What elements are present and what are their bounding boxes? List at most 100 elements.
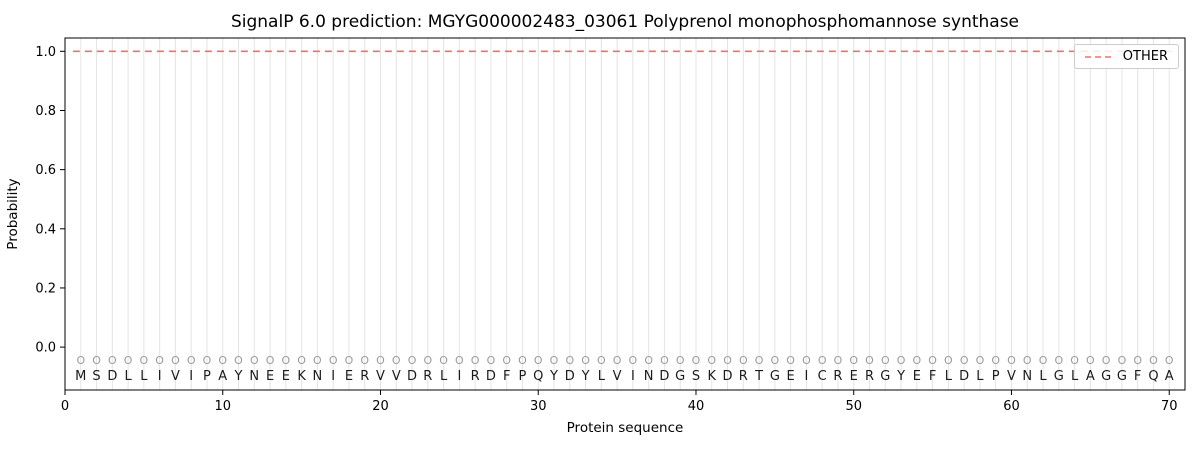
sequence-letter: D xyxy=(659,369,669,384)
x-tick-label: 70 xyxy=(1161,399,1178,414)
sequence-letter: I xyxy=(631,369,635,384)
position-marker: O xyxy=(818,354,827,367)
sequence-letter: M xyxy=(75,369,86,384)
position-marker: O xyxy=(644,354,653,367)
sequence-letter: E xyxy=(266,369,274,384)
position-marker: O xyxy=(960,354,969,367)
sequence-letter: G xyxy=(1101,369,1111,384)
position-marker: O xyxy=(897,354,906,367)
position-marker: O xyxy=(550,354,559,367)
y-tick-label: 0.0 xyxy=(35,341,56,356)
position-marker: O xyxy=(92,354,101,367)
position-marker: O xyxy=(345,354,354,367)
position-marker: O xyxy=(755,354,764,367)
position-marker: O xyxy=(1023,354,1032,367)
sequence-letter: R xyxy=(865,369,874,384)
position-marker: O xyxy=(660,354,669,367)
sequence-letter: P xyxy=(203,369,211,384)
sequence-letter: N xyxy=(1022,369,1032,384)
position-marker: O xyxy=(487,354,496,367)
sequence-letter: Q xyxy=(533,369,543,384)
y-tick-label: 0.4 xyxy=(35,222,56,237)
position-marker: O xyxy=(912,354,921,367)
sequence-letter: R xyxy=(471,369,480,384)
sequence-letter: V xyxy=(376,369,385,384)
position-marker: O xyxy=(297,354,306,367)
chart-title: SignalP 6.0 prediction: MGYG000002483_03… xyxy=(231,12,1019,32)
sequence-letter: G xyxy=(770,369,780,384)
position-marker: O xyxy=(1165,354,1174,367)
position-marker: O xyxy=(1039,354,1048,367)
y-tick-label: 1.0 xyxy=(35,45,56,60)
y-tick-label: 0.6 xyxy=(35,163,56,178)
position-marker: O xyxy=(234,354,243,367)
sequence-letter: I xyxy=(804,369,808,384)
sequence-letter: I xyxy=(158,369,162,384)
position-marker: O xyxy=(218,354,227,367)
sequence-letter: L xyxy=(945,369,953,384)
position-marker: O xyxy=(124,354,133,367)
position-marker: O xyxy=(455,354,464,367)
position-marker: O xyxy=(155,354,164,367)
sequence-letter: Y xyxy=(234,369,243,384)
sequence-letter: Q xyxy=(1148,369,1158,384)
position-marker: O xyxy=(597,354,606,367)
position-marker: O xyxy=(865,354,874,367)
sequence-letter: G xyxy=(1117,369,1127,384)
position-marker: O xyxy=(282,354,291,367)
position-marker: O xyxy=(834,354,843,367)
position-marker: O xyxy=(786,354,795,367)
sequence-letter: F xyxy=(929,369,936,384)
legend-dash-icon xyxy=(1084,55,1113,58)
sequence-letter: L xyxy=(124,369,132,384)
sequence-letter: D xyxy=(565,369,575,384)
position-marker: O xyxy=(1102,354,1111,367)
x-tick-label: 10 xyxy=(214,399,231,414)
sequence-letter: L xyxy=(976,369,984,384)
position-marker: O xyxy=(1086,354,1095,367)
sequence-letter: G xyxy=(1054,369,1064,384)
sequence-letter: K xyxy=(297,369,306,384)
legend: OTHER xyxy=(1073,44,1179,69)
position-marker: O xyxy=(471,354,480,367)
sequence-letter: A xyxy=(218,369,227,384)
position-marker: O xyxy=(502,354,511,367)
y-tick-label: 0.2 xyxy=(35,281,56,296)
sequence-letter: G xyxy=(880,369,890,384)
sequence-letter: L xyxy=(1039,369,1047,384)
sequence-letter: A xyxy=(1086,369,1095,384)
sequence-letter: V xyxy=(171,369,180,384)
sequence-letter: I xyxy=(457,369,461,384)
position-marker: O xyxy=(1149,354,1158,367)
sequence-letter: F xyxy=(1134,369,1141,384)
position-marker: O xyxy=(928,354,937,367)
position-marker: O xyxy=(423,354,432,367)
sequence-letter: S xyxy=(692,369,700,384)
position-marker: O xyxy=(76,354,85,367)
x-axis-label: Protein sequence xyxy=(567,420,684,436)
sequence-letter: D xyxy=(486,369,496,384)
x-tick-label: 30 xyxy=(530,399,547,414)
position-marker: O xyxy=(376,354,385,367)
y-axis-label: Probability xyxy=(5,178,21,249)
sequence-letter: P xyxy=(992,369,1000,384)
sequence-letter: F xyxy=(503,369,510,384)
sequence-letter: Y xyxy=(896,369,905,384)
position-marker: O xyxy=(739,354,748,367)
sequence-letter: S xyxy=(92,369,100,384)
position-marker: O xyxy=(392,354,401,367)
sequence-letter: E xyxy=(345,369,353,384)
position-marker: O xyxy=(140,354,149,367)
sequence-letter: A xyxy=(1165,369,1174,384)
sequence-letter: D xyxy=(407,369,417,384)
position-marker: O xyxy=(723,354,732,367)
sequence-letter: L xyxy=(140,369,148,384)
sequence-letter: K xyxy=(707,369,716,384)
sequence-letter: L xyxy=(598,369,606,384)
position-marker: O xyxy=(250,354,259,367)
position-marker: O xyxy=(565,354,574,367)
position-marker: O xyxy=(187,354,196,367)
position-marker: O xyxy=(581,354,590,367)
